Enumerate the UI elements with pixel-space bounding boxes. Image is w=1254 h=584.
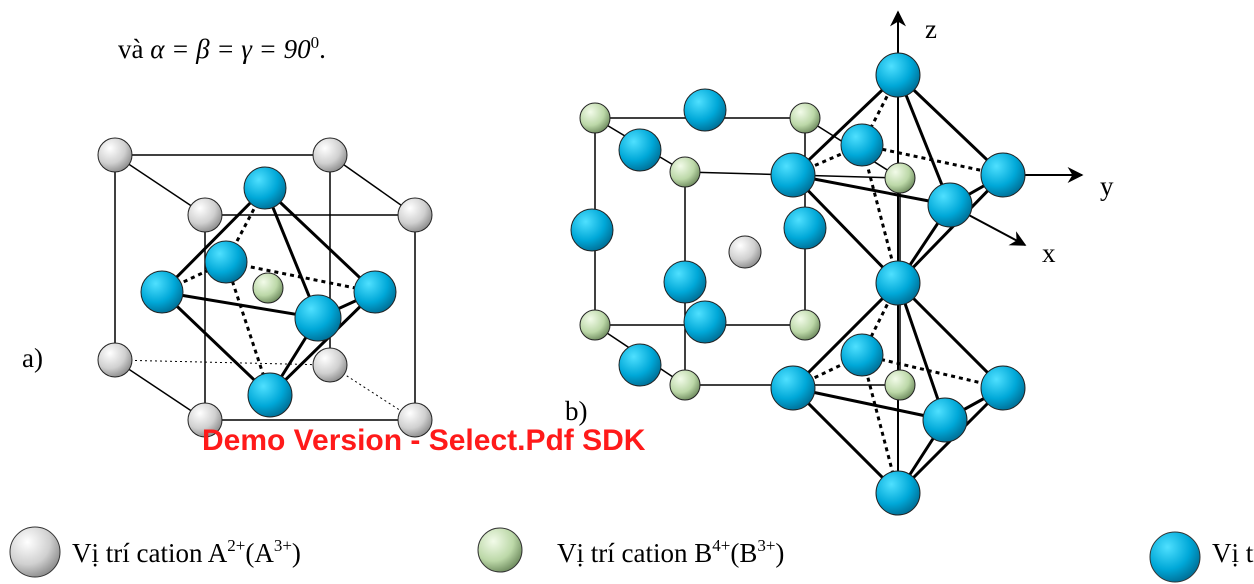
blue-sphere <box>771 366 815 410</box>
legend-b-sup2: 3+ <box>757 536 775 555</box>
green-sphere <box>670 157 700 187</box>
intro-prefix: và <box>118 34 150 64</box>
blue-sphere <box>244 167 286 209</box>
blue-sphere <box>664 261 706 303</box>
legend-a-mid: (A <box>245 538 274 568</box>
watermark: Demo Version - Select.Pdf SDK <box>202 424 646 457</box>
gray-sphere <box>398 198 432 232</box>
blue-sphere <box>619 129 661 171</box>
blue-sphere <box>684 301 726 343</box>
gray-sphere <box>188 198 222 232</box>
intro-equation: α = β = γ = 90 <box>150 34 311 64</box>
blue-sphere <box>354 271 396 313</box>
green-sphere <box>253 273 283 303</box>
blue-sphere <box>771 153 815 197</box>
legend-b-mid: (B <box>730 538 757 568</box>
green-sphere <box>885 370 915 400</box>
label-a: a) <box>22 343 43 373</box>
legend-swatch-a <box>10 527 60 577</box>
gray-sphere <box>729 236 761 268</box>
blue-sphere <box>876 53 920 97</box>
green-sphere <box>885 163 915 193</box>
legend-text-o: Vị trí cation O2- <box>1212 536 1254 568</box>
blue-sphere <box>248 373 292 417</box>
green-sphere <box>790 310 820 340</box>
legend-b-sup1: 4+ <box>712 536 730 555</box>
legend-a-end: ) <box>292 538 301 568</box>
blue-sphere <box>923 398 967 442</box>
blue-sphere <box>205 241 247 283</box>
legend-o-text: Vị trí cation O <box>1212 538 1254 568</box>
blue-sphere <box>141 271 183 313</box>
legend-swatch-b <box>478 528 522 572</box>
figure-a: a) <box>22 138 432 437</box>
green-sphere <box>790 103 820 133</box>
label-b: b) <box>565 396 588 426</box>
green-sphere <box>670 370 700 400</box>
blue-sphere <box>876 261 920 305</box>
legend-a-sup2: 3+ <box>274 536 292 555</box>
axis-x-label: x <box>1042 238 1056 268</box>
legend-text-b: Vị trí cation B4+(B3+) <box>557 536 784 568</box>
legend-b-end: ) <box>775 538 784 568</box>
intro-suffix: . <box>319 34 326 64</box>
legend-a-text: Vị trí cation A <box>72 538 228 568</box>
axis-y-label: y <box>1100 171 1114 201</box>
green-sphere <box>580 310 610 340</box>
blue-sphere <box>928 183 972 227</box>
figure-b: z y x b) <box>565 12 1114 515</box>
blue-sphere <box>784 207 826 249</box>
intro-sup: 0 <box>311 33 320 52</box>
blue-sphere <box>684 89 726 131</box>
legend-swatch-o <box>1150 532 1200 582</box>
blue-sphere <box>981 153 1025 197</box>
blue-sphere <box>981 366 1025 410</box>
blue-sphere <box>841 124 883 166</box>
green-sphere <box>580 103 610 133</box>
legend-a-sup1: 2+ <box>227 536 245 555</box>
legend-text-a: Vị trí cation A2+(A3+) <box>72 536 301 568</box>
gray-sphere <box>313 138 347 172</box>
blue-sphere <box>841 334 883 376</box>
blue-sphere <box>571 209 613 251</box>
gray-sphere <box>98 138 132 172</box>
gray-sphere <box>98 343 132 377</box>
legend: Vị trí cation A2+(A3+) Vị trí cation B4+… <box>10 527 1254 582</box>
gray-sphere <box>313 348 347 382</box>
axis-z-label: z <box>925 14 937 44</box>
intro-line: và α = β = γ = 900. <box>118 33 326 64</box>
blue-sphere <box>295 295 341 341</box>
blue-sphere <box>619 344 661 386</box>
page: và α = β = γ = 900. a) z y x b) Demo Ver… <box>0 0 1254 584</box>
blue-sphere <box>876 471 920 515</box>
legend-b-text: Vị trí cation B <box>557 538 712 568</box>
